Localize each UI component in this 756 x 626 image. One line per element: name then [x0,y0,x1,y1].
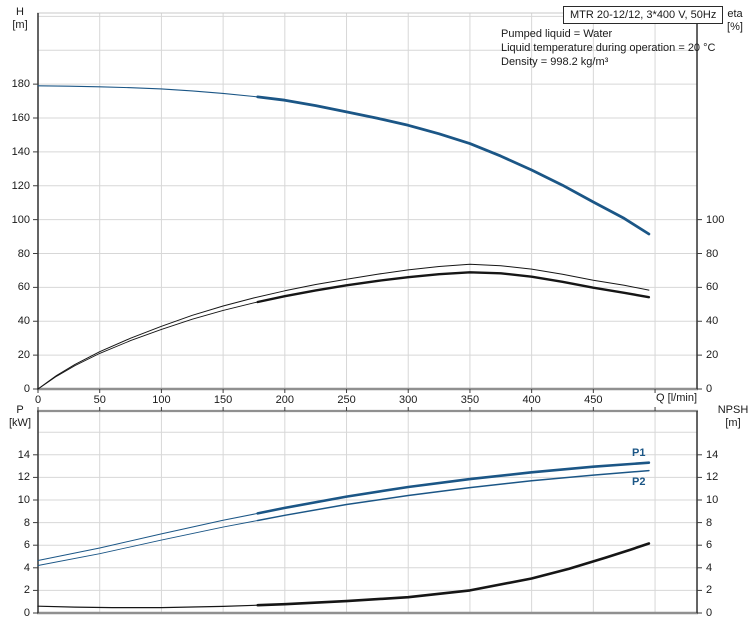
p-axis-label-unit: [kW] [9,417,31,429]
p-axis-label-symbol: P [16,404,24,416]
x-tick-label: 50 [93,394,106,406]
q-axis-label: Q [l/min] [656,392,697,404]
y-tick-label-right: 12 [706,471,719,484]
y-tick-label-right: 100 [706,213,725,226]
pumped-liquid-info: Pumped liquid = Water Liquid temperature… [501,27,715,69]
x-tick-label: 100 [152,394,171,406]
y-tick-label-right: 40 [706,315,719,328]
y-tick-label-left: 0 [23,607,30,619]
npsh-curve [256,542,651,607]
x-tick-label: 300 [399,394,418,406]
y-tick-label-right: 0 [706,607,713,619]
y-tick-label-left: 2 [23,584,30,597]
p1-curve-label: P1 [632,447,646,459]
p1-power-curve [256,461,651,515]
y-tick-label-right: 80 [706,247,719,260]
npsh-curve-thin [37,604,259,609]
p2-curve-label: P2 [632,476,646,488]
info-line-density: Density = 998.2 kg/m³ [501,56,609,68]
h-axis-label-symbol: H [16,6,24,18]
eta-axis-label: eta [%] [716,8,754,34]
x-tick-label: 150 [213,394,233,406]
y-tick-label-left: 60 [17,281,30,294]
h-axis-label: H [m] [2,6,38,32]
p-axis-label: P [kW] [2,404,38,430]
head-curve-thin [37,85,259,98]
x-tick-label: 400 [522,394,541,406]
eta-total-curve [256,271,651,304]
y-tick-label-left: 100 [11,213,30,226]
eta-pump-curve [37,263,650,390]
y-tick-label-right: 14 [706,448,719,461]
npsh-axis-label: NPSH [m] [710,404,756,430]
h-axis-label-unit: [m] [12,19,28,31]
y-tick-label-left: 20 [17,349,30,362]
y-tick-label-right: 4 [706,561,713,574]
y-tick-label-left: 40 [17,315,30,328]
chart-title-box: MTR 20-12/12, 3*400 V, 50Hz [563,6,724,24]
x-tick-label: 250 [337,394,356,406]
y-tick-label-left: 180 [11,78,30,91]
y-tick-label-left: 12 [17,471,30,484]
eta-total-curve-thin [37,301,259,390]
y-tick-label-left: 10 [17,494,30,506]
info-line-pumped-liquid: Pumped liquid = Water [501,28,613,40]
y-tick-label-left: 6 [23,539,30,552]
y-tick-label-left: 140 [11,145,30,158]
p2-power-curve [256,469,650,522]
y-tick-label-right: 20 [706,349,719,362]
y-tick-label-left: 4 [23,561,30,574]
npsh-axis-label-symbol: NPSH [717,404,749,416]
head-curve [256,95,651,236]
y-tick-label-left: 0 [23,383,30,395]
y-tick-label-left: 160 [11,112,30,124]
eta-axis-label-unit: [%] [727,21,743,33]
npsh-axis-label-unit: [m] [725,417,741,429]
y-tick-label-left: 14 [17,448,30,461]
info-line-temperature: Liquid temperature during operation = 20… [501,42,716,54]
y-tick-label-left: 80 [17,247,30,260]
y-tick-label-right: 2 [706,584,713,597]
y-tick-label-left: 8 [23,516,30,529]
x-tick-label: 350 [460,394,480,406]
y-tick-label-right: 6 [706,539,713,552]
x-tick-label: 450 [584,394,603,406]
p1-power-curve-thin [37,512,259,561]
p2-power-curve-thin [37,520,259,566]
y-tick-label-left: 120 [11,179,30,192]
x-tick-label: 0 [34,394,42,406]
y-tick-label-right: 60 [706,281,719,294]
eta-axis-label-symbol: eta [727,8,743,20]
y-tick-label-right: 10 [706,494,719,506]
y-tick-label-right: 0 [706,383,713,395]
y-tick-label-right: 8 [706,516,713,529]
x-tick-label: 200 [275,394,294,406]
